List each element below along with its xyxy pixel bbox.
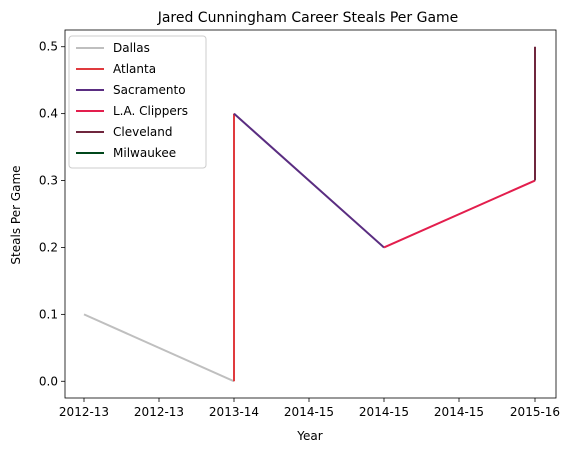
x-tick-label: 2012-13: [59, 405, 109, 419]
plot-area: [83, 46, 536, 383]
legend-label-cleveland: Cleveland: [113, 125, 173, 139]
chart-title: Jared Cunningham Career Steals Per Game: [157, 10, 459, 26]
legend-label-dallas: Dallas: [113, 41, 150, 55]
y-tick-label: 0.2: [39, 240, 58, 254]
axes: 0.0 0.1 0.2 0.3 0.4 0.5 2012-13 2012-13 2013-14 2…: [39, 29, 560, 419]
axes-frame: [64, 29, 557, 399]
legend: Dallas Atlanta Sacramento L.A. Clippers Clev…: [68, 35, 207, 169]
y-axis-label: Steals Per Game: [9, 165, 23, 264]
x-tick-label: 2013-14: [209, 405, 259, 419]
y-tick-label: 0.1: [39, 307, 58, 321]
x-tick-label: 2014-15: [434, 405, 484, 419]
series-line-l-a-clippers: [383, 179, 536, 249]
x-tick-label: 2012-13: [134, 405, 184, 419]
x-tick-label: 2014-15: [359, 405, 409, 419]
y-tick-label: 0.0: [39, 374, 58, 388]
y-tick-label: 0.3: [39, 174, 58, 188]
series-line-sacramento: [233, 112, 385, 249]
legend-label-atlanta: Atlanta: [113, 62, 156, 76]
legend-label-sacramento: Sacramento: [113, 83, 186, 97]
y-tick-label: 0.4: [39, 107, 58, 121]
legend-label-l-a-clippers: L.A. Clippers: [113, 104, 188, 118]
x-tick-label: 2015-16: [510, 405, 560, 419]
series-line-dallas: [83, 313, 235, 383]
x-axis-label: Year: [296, 429, 322, 443]
y-tick-label: 0.5: [39, 40, 58, 54]
x-tick-label: 2014-15: [284, 405, 334, 419]
legend-label-milwaukee: Milwaukee: [113, 146, 176, 160]
